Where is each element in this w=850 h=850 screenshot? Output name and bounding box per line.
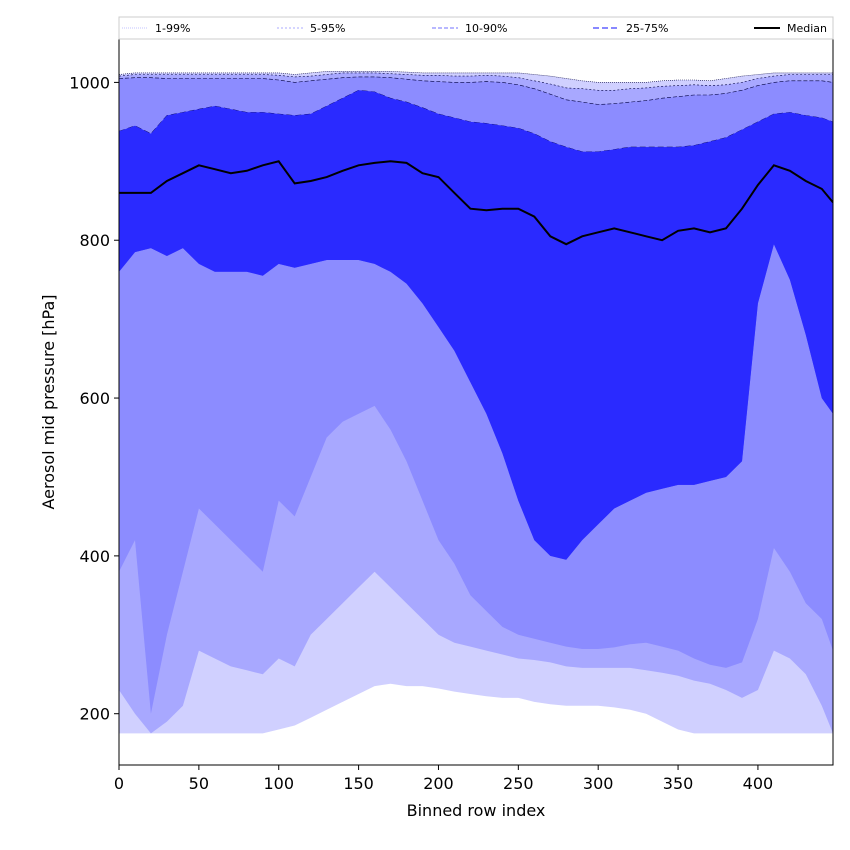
x-tick-label: 400 xyxy=(743,774,774,793)
legend-label: 10-90% xyxy=(465,22,507,35)
x-tick-label: 150 xyxy=(343,774,374,793)
legend: 1-99% 5-95% 10-90% 25-75% Median xyxy=(118,16,834,40)
y-tick-label: 1000 xyxy=(69,73,110,92)
y-tick-label: 800 xyxy=(79,231,110,250)
axes: 0 50 100 150 200 250 300 350 400 200 400 600 800 1000 xyxy=(69,38,834,793)
y-tick-label: 200 xyxy=(79,705,110,724)
band-upper-line-1-99 xyxy=(119,71,833,83)
core-band xyxy=(119,90,833,560)
x-tick-label: 250 xyxy=(503,774,534,793)
legend-label: 1-99% xyxy=(155,22,190,35)
y-axis-title: Aerosol mid pressure [hPa] xyxy=(39,294,58,509)
x-tick-label: 0 xyxy=(114,774,124,793)
y-tick-label: 600 xyxy=(79,389,110,408)
plot-area xyxy=(119,71,833,734)
median-line xyxy=(119,160,833,246)
legend-label: 25-75% xyxy=(626,22,668,35)
x-tick-label: 100 xyxy=(263,774,294,793)
legend-label: Median xyxy=(787,22,827,35)
legend-box xyxy=(118,16,834,40)
legend-label: 5-95% xyxy=(310,22,345,35)
band-upper-line-10-90 xyxy=(119,76,833,105)
x-axis-title: Binned row index xyxy=(407,801,546,820)
y-tick-label: 400 xyxy=(79,547,110,566)
x-tick-label: 200 xyxy=(423,774,454,793)
x-tick-label: 300 xyxy=(583,774,614,793)
x-tick-label: 50 xyxy=(189,774,209,793)
band-upper-line-5-95 xyxy=(119,72,833,91)
x-tick-label: 350 xyxy=(663,774,694,793)
